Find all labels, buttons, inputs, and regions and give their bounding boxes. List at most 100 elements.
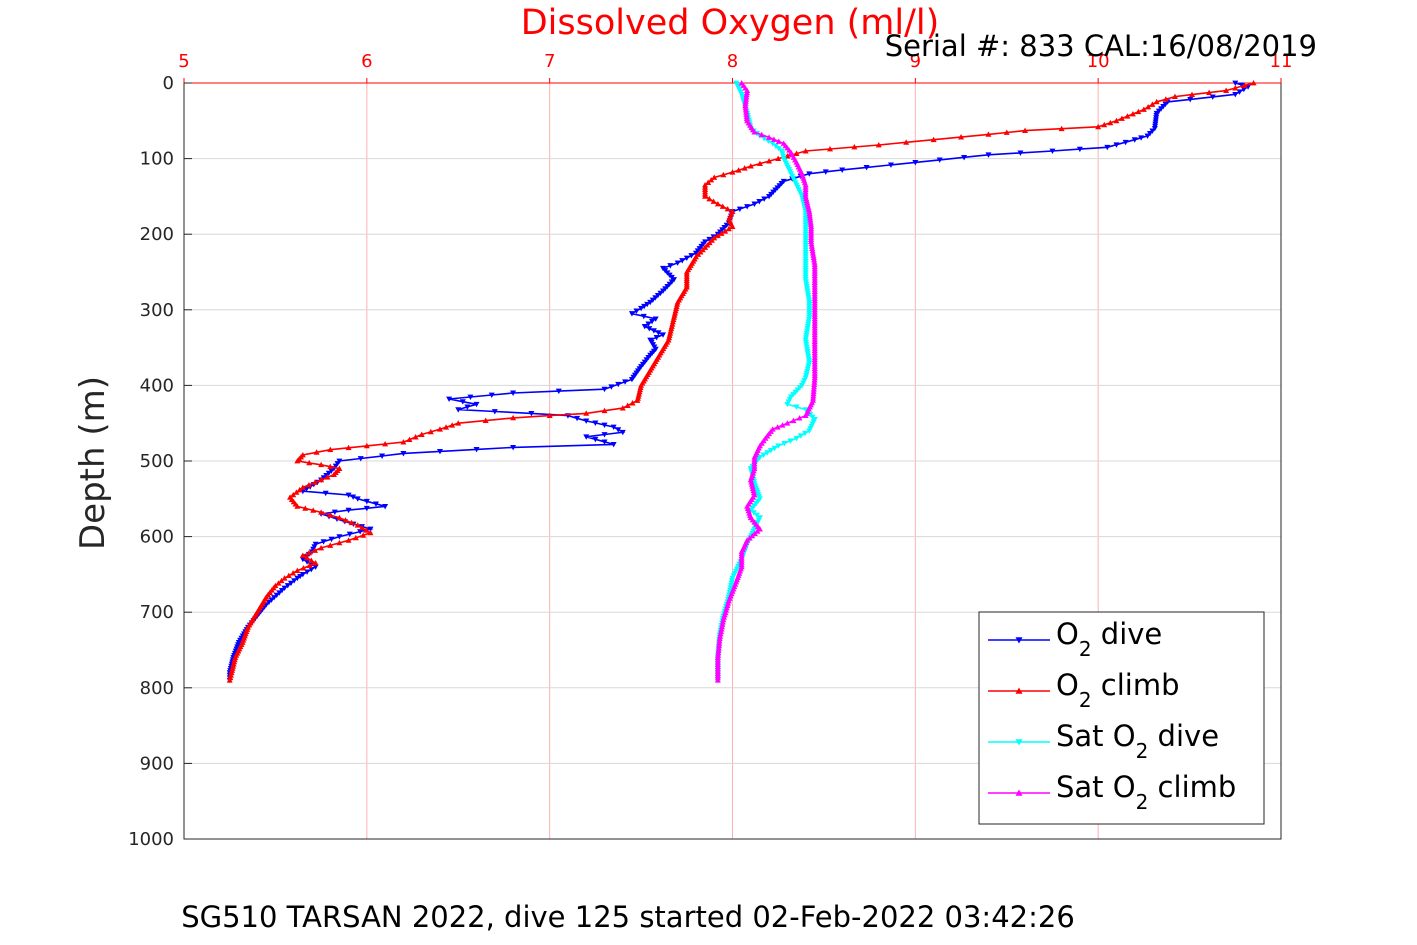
data-point-marker	[312, 564, 319, 570]
data-point-marker	[718, 628, 725, 634]
data-point-marker	[312, 547, 319, 553]
data-point-marker	[647, 299, 654, 306]
data-point-marker	[719, 621, 726, 627]
data-point-marker	[887, 162, 894, 168]
data-point-marker	[705, 179, 712, 185]
data-point-marker	[297, 573, 304, 580]
data-point-marker	[714, 232, 721, 239]
data-point-marker	[753, 512, 760, 519]
data-point-marker	[328, 536, 335, 543]
data-point-marker	[1153, 98, 1160, 105]
data-point-marker	[436, 449, 443, 455]
data-point-marker	[1145, 103, 1152, 110]
legend-label: O2 climb	[1056, 668, 1180, 712]
data-point-marker	[400, 451, 407, 457]
data-point-marker	[650, 328, 657, 334]
data-point-marker	[299, 556, 306, 563]
data-point-marker	[756, 160, 763, 167]
data-point-marker	[719, 203, 726, 209]
data-point-marker	[711, 174, 718, 180]
data-point-marker	[679, 258, 686, 264]
data-point-marker	[619, 429, 626, 436]
data-point-marker	[797, 433, 804, 439]
data-point-marker	[318, 544, 325, 551]
data-point-marker	[1238, 82, 1245, 88]
data-point-marker	[1240, 86, 1247, 93]
data-point-marker	[294, 567, 301, 574]
dive-footer-label: SG510 TARSAN 2022, dive 125 started 02-F…	[181, 900, 1075, 934]
data-point-marker	[360, 532, 367, 538]
data-point-marker	[304, 569, 311, 575]
y-tick-label: 300	[140, 300, 174, 321]
data-point-marker	[473, 401, 480, 408]
data-point-marker	[638, 305, 645, 312]
data-point-marker	[775, 155, 782, 161]
data-point-marker	[601, 422, 608, 428]
data-point-marker	[649, 318, 656, 325]
data-point-marker	[464, 404, 471, 410]
data-point-marker	[308, 566, 315, 573]
data-point-marker	[312, 560, 319, 566]
data-point-marker	[674, 260, 681, 266]
data-point-marker	[1138, 135, 1145, 141]
data-point-marker	[318, 509, 325, 515]
data-point-marker	[1223, 87, 1230, 93]
data-point-marker	[482, 417, 489, 423]
data-point-marker	[716, 635, 723, 642]
grid	[183, 83, 1282, 839]
legend-box	[978, 611, 1265, 825]
data-point-marker	[646, 326, 653, 332]
y-tick-label: 500	[140, 451, 174, 472]
data-point-marker	[305, 481, 312, 488]
data-point-marker	[1104, 144, 1111, 151]
data-point-marker	[774, 424, 781, 430]
data-point-marker	[296, 486, 303, 493]
data-point-marker	[741, 165, 748, 171]
data-point-marker	[1250, 80, 1257, 86]
data-point-marker	[767, 448, 774, 454]
data-point-marker	[781, 440, 788, 447]
data-point-marker	[336, 534, 343, 540]
data-point-marker	[300, 565, 307, 571]
data-point-marker	[1022, 127, 1029, 134]
data-point-marker	[688, 253, 695, 259]
y-tick-label: 800	[140, 678, 174, 699]
data-point-marker	[802, 430, 809, 437]
data-point-marker	[227, 674, 234, 681]
data-point-marker	[793, 404, 800, 410]
data-point-marker	[808, 243, 815, 249]
data-point-marker	[769, 141, 776, 147]
data-point-marker	[718, 230, 725, 236]
data-point-marker	[278, 577, 285, 584]
data-point-marker	[427, 428, 434, 435]
data-point-marker	[747, 163, 754, 169]
data-point-marker	[275, 580, 282, 586]
data-point-marker	[354, 496, 361, 502]
data-point-marker	[306, 459, 313, 466]
data-point-marker	[645, 321, 652, 327]
data-point-marker	[592, 420, 599, 426]
data-point-marker	[622, 379, 629, 385]
data-point-marker	[725, 225, 732, 232]
data-point-marker	[322, 490, 329, 497]
data-point-marker	[1241, 82, 1248, 88]
data-point-marker	[624, 402, 631, 408]
data-point-marker	[1232, 85, 1239, 91]
data-point-marker	[912, 159, 919, 166]
data-point-marker	[775, 146, 782, 152]
data-point-marker	[412, 434, 419, 440]
data-point-marker	[303, 486, 310, 492]
data-point-marker	[775, 443, 782, 449]
data-point-marker	[714, 200, 721, 207]
data-point-marker	[640, 313, 647, 320]
data-point-marker	[406, 436, 413, 442]
data-point-marker	[715, 649, 722, 656]
y-tick-label: 700	[140, 602, 174, 623]
data-point-marker	[784, 420, 791, 426]
data-point-marker	[716, 642, 723, 649]
data-point-marker	[806, 171, 813, 177]
series-sat-o2-climb	[714, 80, 818, 683]
data-point-marker	[285, 572, 292, 579]
data-point-marker	[706, 195, 713, 202]
data-point-marker	[327, 463, 334, 470]
